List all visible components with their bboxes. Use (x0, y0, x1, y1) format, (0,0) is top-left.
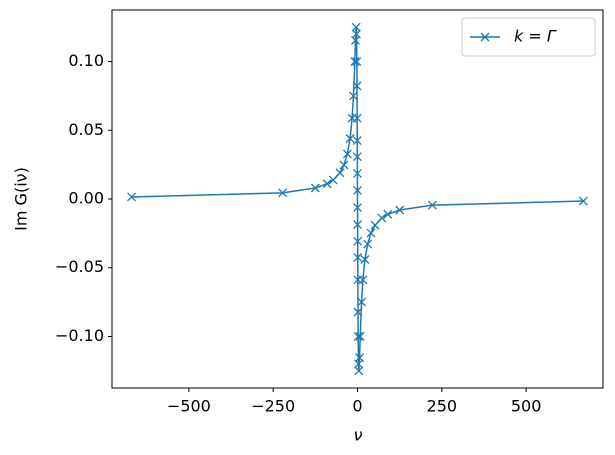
y-axis-label: Im G(iν) (12, 167, 31, 231)
marker (310, 183, 320, 193)
marker (352, 29, 361, 39)
marker (350, 57, 360, 67)
marker (352, 136, 362, 146)
marker (339, 160, 349, 170)
legend-label: k = Γ (514, 27, 557, 46)
marker (335, 168, 345, 178)
marker (370, 220, 380, 230)
marker (353, 252, 363, 262)
marker (355, 331, 365, 341)
y-tick-label: 0.05 (68, 120, 104, 139)
y-tick-label: −0.05 (55, 257, 104, 276)
marker (322, 179, 332, 189)
marker (353, 203, 362, 212)
marker (357, 297, 367, 307)
y-tick-label: −0.10 (55, 326, 104, 345)
marker (366, 228, 376, 238)
marker (278, 188, 288, 198)
x-tick-label: −500 (167, 397, 211, 416)
marker (353, 186, 362, 195)
marker (345, 134, 355, 143)
series-line (131, 27, 584, 371)
marker (395, 205, 405, 215)
marker (353, 236, 363, 246)
marker (358, 275, 368, 285)
x-axis-label: ν (354, 426, 363, 445)
marker (352, 168, 362, 178)
marker (352, 113, 362, 123)
marker (353, 307, 363, 317)
marker (127, 192, 137, 202)
marker (363, 239, 373, 249)
x-tick-label: 500 (511, 397, 542, 416)
marker (353, 331, 363, 341)
marker (355, 353, 364, 363)
marker (352, 81, 362, 91)
x-tick-label: 0 (352, 397, 362, 416)
marker (351, 22, 361, 32)
marker (352, 152, 362, 162)
marker (348, 91, 358, 101)
marker (352, 57, 362, 67)
marker (377, 213, 387, 223)
x-tick-label: 250 (427, 397, 458, 416)
legend-box (461, 17, 596, 57)
x-tick-label: −250 (251, 397, 295, 416)
y-tick-label: 0.00 (68, 189, 104, 208)
marker (354, 366, 364, 376)
marker (353, 220, 363, 230)
marker (427, 200, 437, 210)
marker (360, 255, 370, 264)
y-tick-label: 0.10 (68, 51, 104, 70)
marker (342, 149, 352, 159)
marker (578, 196, 588, 206)
legend-marker (480, 32, 490, 42)
marker (383, 209, 393, 219)
marker (328, 175, 338, 185)
